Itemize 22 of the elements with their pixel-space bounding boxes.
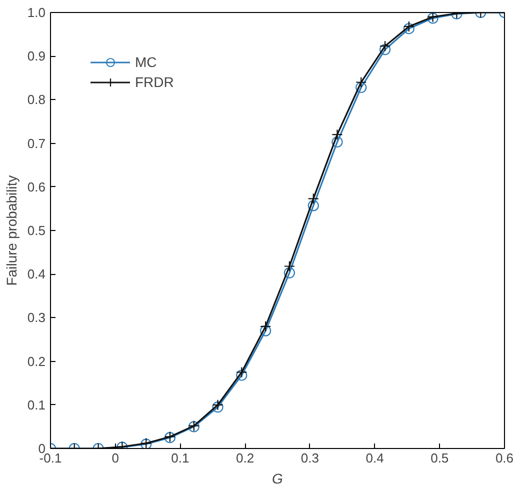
y-tick-label: 0.8 [27, 92, 46, 108]
x-tick-label: 0 [112, 450, 119, 466]
x-tick-label: 0.6 [495, 450, 514, 466]
y-tick-label: 0.3 [27, 310, 46, 326]
legend-label: FRDR [135, 74, 174, 90]
y-tick-label: 0.2 [27, 354, 46, 369]
legend-label: MC [135, 54, 157, 70]
x-tick-label: 0.3 [300, 450, 319, 466]
x-axis-title: G [272, 470, 284, 486]
y-axis-title: Failure probability [3, 175, 20, 286]
y-tick-label: 0.1 [27, 397, 46, 412]
y-tick-label: 0.9 [27, 48, 46, 64]
y-tick-label: 1.0 [27, 5, 46, 20]
x-tick-label: 0.2 [236, 450, 254, 466]
y-tick-label: 0.4 [27, 266, 46, 282]
y-tick-label: 0 [38, 441, 46, 456]
x-tick-label: 0.5 [430, 450, 449, 466]
x-tick-label: 0.1 [171, 450, 190, 466]
y-tick-label: 0.6 [27, 179, 46, 194]
y-tick-label: 0.5 [27, 223, 46, 238]
y-tick-label: 0.7 [27, 136, 46, 151]
x-tick-label: 0.4 [366, 450, 384, 466]
